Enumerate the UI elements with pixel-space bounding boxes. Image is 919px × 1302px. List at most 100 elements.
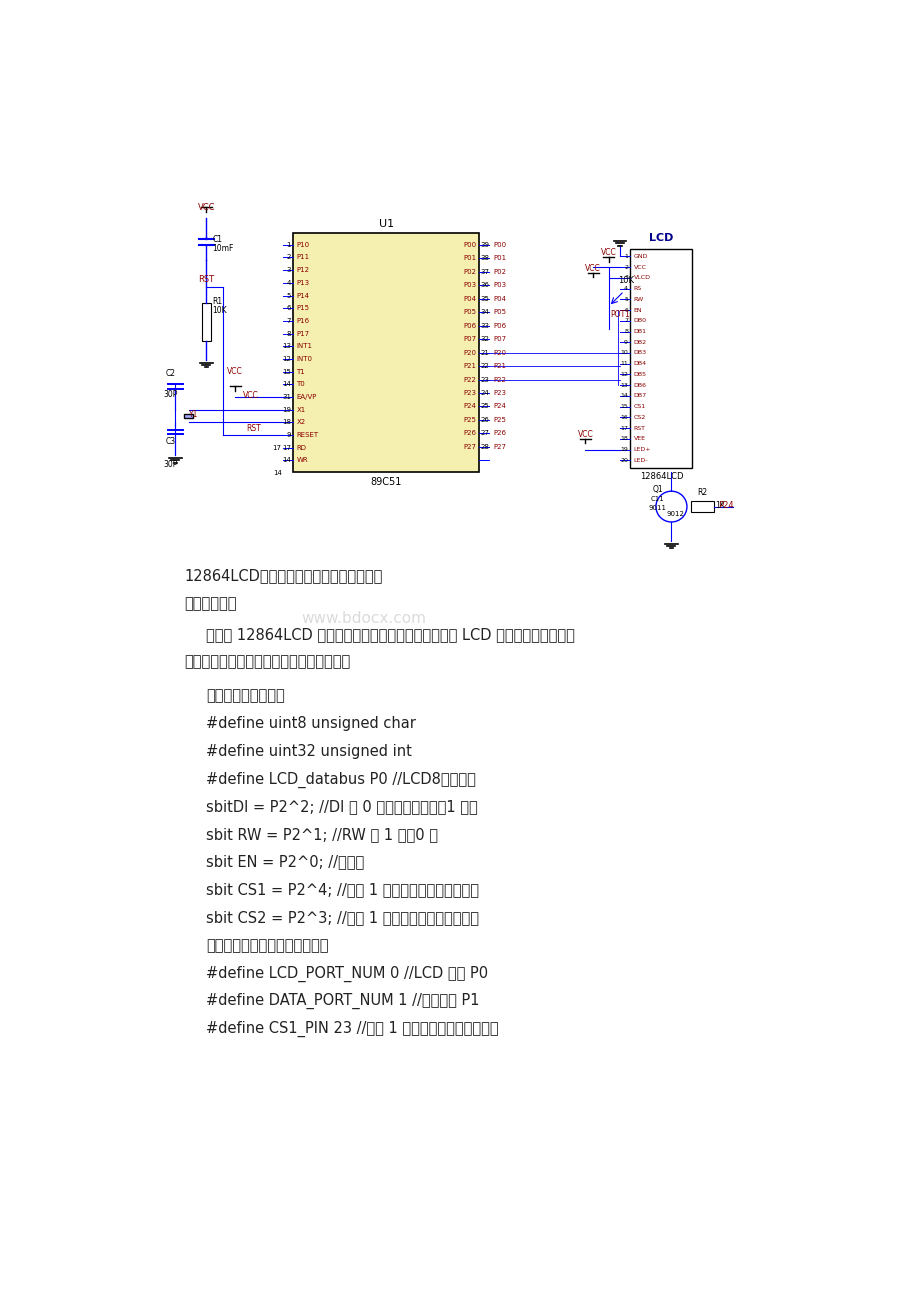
Text: 两种情况：乧真环境下和实物开发板编程。: 两种情况：乧真环境下和实物开发板编程。	[185, 655, 351, 669]
Text: RST: RST	[246, 424, 261, 434]
Text: P17: P17	[296, 331, 309, 336]
Text: P05: P05	[462, 309, 476, 315]
Text: 实物开发板驱动接线和定义如下: 实物开发板驱动接线和定义如下	[206, 937, 329, 953]
Text: P03: P03	[493, 283, 505, 288]
Bar	[201, 302, 210, 341]
Text: 8: 8	[623, 329, 628, 335]
Text: 20: 20	[619, 458, 628, 464]
Text: P23: P23	[493, 391, 505, 396]
Text: 27: 27	[481, 431, 489, 436]
Text: 6: 6	[286, 305, 290, 311]
Text: P22: P22	[493, 376, 505, 383]
Text: INT1: INT1	[296, 344, 312, 349]
Text: 10K: 10K	[212, 306, 227, 315]
Text: 4: 4	[286, 280, 290, 286]
Text: WR: WR	[296, 457, 308, 464]
Text: EA/VP: EA/VP	[296, 395, 316, 400]
Text: P22: P22	[463, 376, 476, 383]
Text: 14: 14	[272, 470, 281, 477]
Text: P06: P06	[493, 323, 505, 328]
Text: P04: P04	[462, 296, 476, 302]
Text: 9012: 9012	[665, 512, 684, 517]
Text: INT0: INT0	[296, 355, 312, 362]
Text: P07: P07	[493, 336, 505, 342]
Text: P13: P13	[296, 280, 309, 286]
Text: 33: 33	[481, 323, 489, 328]
Text: VCC: VCC	[227, 367, 243, 376]
Text: R1: R1	[212, 297, 222, 306]
Text: #define DATA_PORT_NUM 1 //数据端口 P1: #define DATA_PORT_NUM 1 //数据端口 P1	[206, 993, 480, 1009]
Text: 36: 36	[481, 283, 489, 288]
Text: VCC: VCC	[577, 430, 593, 439]
Text: Y1: Y1	[189, 410, 199, 419]
Text: VCC: VCC	[633, 264, 646, 270]
Text: 10K: 10K	[618, 276, 633, 285]
Text: VLCD: VLCD	[633, 275, 650, 280]
Text: 35: 35	[481, 296, 489, 302]
Text: 8: 8	[286, 331, 290, 336]
Text: 39: 39	[481, 242, 489, 247]
Text: 24: 24	[481, 391, 489, 396]
Text: sbitDI = P2^2; //DI 为 0 写指令或读状态；1 数据: sbitDI = P2^2; //DI 为 0 写指令或读状态；1 数据	[206, 799, 478, 814]
Text: P21: P21	[493, 363, 505, 368]
Text: 30P: 30P	[164, 391, 177, 400]
Text: RST: RST	[199, 275, 214, 284]
Text: DB2: DB2	[633, 340, 646, 345]
Text: 5: 5	[623, 297, 628, 302]
Text: P04: P04	[493, 296, 505, 302]
Text: www.bdocx.com: www.bdocx.com	[301, 612, 425, 626]
Text: sbit CS2 = P2^3; //片选 1 低电平有效，控制右半屏: sbit CS2 = P2^3; //片选 1 低电平有效，控制右半屏	[206, 910, 479, 924]
Text: 1: 1	[286, 242, 290, 247]
Text: CS1: CS1	[633, 404, 645, 409]
Bar	[184, 414, 193, 418]
Text: 14: 14	[282, 381, 290, 387]
Text: 17: 17	[619, 426, 628, 431]
Text: DB7: DB7	[633, 393, 646, 398]
Text: 10mF: 10mF	[212, 245, 233, 253]
Text: 12: 12	[282, 355, 290, 362]
Text: RD: RD	[296, 445, 306, 450]
Text: P07: P07	[462, 336, 476, 342]
Text: VCC: VCC	[584, 263, 600, 272]
Text: 1: 1	[623, 254, 628, 259]
Text: 液晶驱动设置: 液晶驱动设置	[185, 596, 237, 611]
Text: P12: P12	[296, 267, 309, 273]
Bar	[630, 249, 692, 469]
Text: X2: X2	[296, 419, 305, 426]
Text: DB5: DB5	[633, 372, 646, 378]
Text: P14: P14	[296, 293, 309, 298]
Text: P24: P24	[463, 404, 476, 410]
Text: P26: P26	[493, 431, 505, 436]
Text: 19: 19	[281, 406, 290, 413]
Text: sbit CS1 = P2^4; //片选 1 低电平有效，控制左半屏: sbit CS1 = P2^4; //片选 1 低电平有效，控制左半屏	[206, 883, 479, 897]
Text: 在理解 12864LCD 硬件原理和管脚功能之后，可以针对 LCD 进展驱动的编写，分: 在理解 12864LCD 硬件原理和管脚功能之后，可以针对 LCD 进展驱动的编…	[206, 626, 574, 642]
Text: U1: U1	[379, 220, 393, 229]
Text: 9: 9	[623, 340, 628, 345]
Text: P11: P11	[296, 254, 309, 260]
Text: LED+: LED+	[633, 447, 651, 452]
Text: 37: 37	[481, 268, 489, 275]
Text: Q1: Q1	[652, 486, 662, 495]
Text: R2: R2	[697, 488, 707, 497]
Text: 6: 6	[623, 307, 628, 312]
Text: P25: P25	[463, 417, 476, 423]
Text: P00: P00	[462, 242, 476, 247]
Text: C2: C2	[165, 368, 176, 378]
Text: 3: 3	[286, 267, 290, 273]
Text: P23: P23	[462, 391, 476, 396]
Text: 13: 13	[281, 344, 290, 349]
Text: VCC: VCC	[600, 249, 616, 256]
Text: P00: P00	[493, 242, 505, 247]
Text: 18: 18	[619, 436, 628, 441]
Text: RS: RS	[633, 286, 641, 292]
Text: 38: 38	[481, 255, 489, 262]
Text: P21: P21	[462, 363, 476, 368]
Text: LCD: LCD	[649, 233, 673, 243]
Text: C1: C1	[212, 234, 222, 243]
Text: 32: 32	[481, 336, 489, 342]
Text: 21: 21	[481, 350, 489, 355]
Text: P10: P10	[296, 242, 309, 247]
Bar	[690, 501, 713, 512]
Text: VEE: VEE	[633, 436, 645, 441]
Text: P16: P16	[296, 318, 309, 324]
